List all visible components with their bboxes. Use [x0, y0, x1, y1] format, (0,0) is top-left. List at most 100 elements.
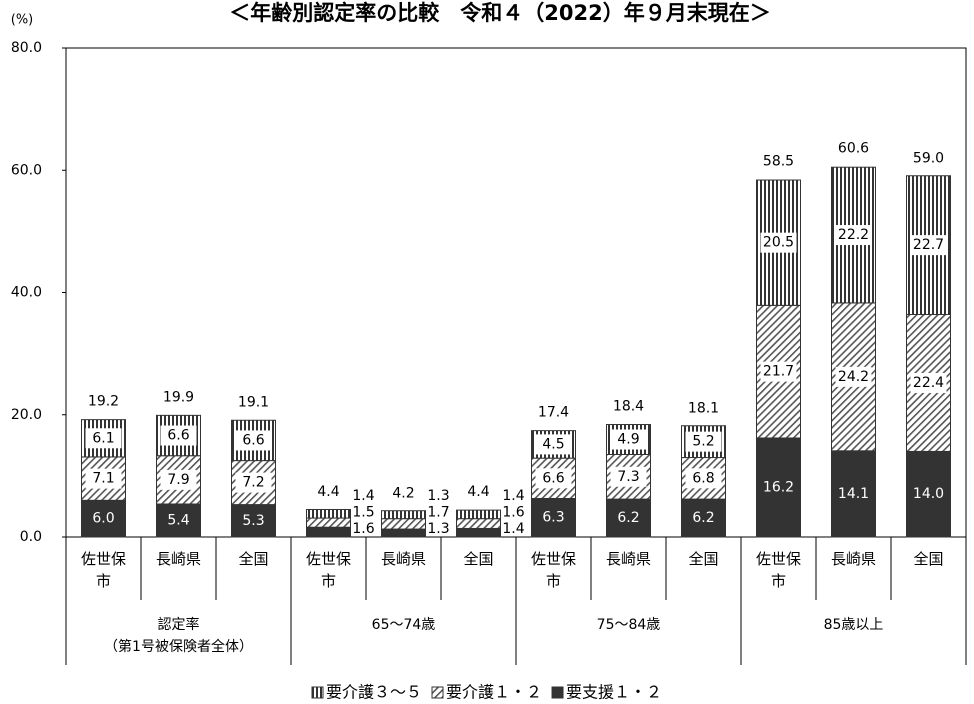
bar-segment: [456, 527, 501, 538]
bar-segment: [456, 518, 501, 529]
bar-segment: [156, 503, 201, 538]
legend-label: 要支援１・２: [566, 683, 662, 702]
value-label-box: [685, 468, 722, 489]
value-label-box: [835, 366, 872, 387]
total-label: 58.5: [763, 153, 794, 169]
value-label: 21.7: [763, 364, 794, 380]
x-tick-label: 全国: [913, 550, 944, 568]
value-label-box: [535, 468, 572, 489]
value-label: 7.9: [167, 472, 189, 488]
value-label: 1.3: [427, 488, 449, 504]
value-label: 7.3: [617, 469, 639, 485]
value-label: 6.2: [617, 510, 639, 526]
value-label-box: [685, 431, 722, 452]
legend-swatch: [311, 686, 324, 699]
y-tick-label: 40.0: [11, 285, 42, 301]
bar-segment: [831, 450, 876, 538]
chart-title: ＜年齢別認定率の比較 令和４（2022）年９月末現在＞: [229, 1, 770, 25]
total-label: 4.4: [467, 484, 489, 500]
value-label: 1.4: [502, 488, 524, 504]
value-label: 1.4: [352, 488, 374, 504]
value-label: 16.2: [763, 479, 794, 495]
x-tick-label: 長崎県: [380, 550, 426, 568]
value-label: 6.6: [167, 428, 189, 444]
total-label: 4.4: [317, 484, 339, 500]
total-label: 18.1: [688, 400, 719, 416]
legend-label: 要介護１・２: [446, 683, 542, 702]
value-label-box: [610, 429, 647, 450]
y-unit: (%): [11, 13, 34, 28]
value-label: 1.4: [502, 521, 524, 537]
value-label: 5.4: [167, 512, 189, 528]
bar-segment: [306, 508, 351, 519]
value-label-box: [910, 235, 947, 256]
value-label: 6.3: [542, 510, 564, 526]
value-label: 22.2: [838, 227, 869, 243]
x-tick-label: 長崎県: [830, 550, 876, 568]
value-label-box: [760, 361, 797, 382]
value-label-box: [235, 430, 272, 451]
bar-segment: [306, 517, 351, 528]
value-label-box: [235, 472, 272, 493]
value-label: 1.5: [352, 505, 374, 521]
total-label: 17.4: [538, 405, 569, 421]
value-label: 24.2: [838, 369, 869, 385]
group-label: 85歳以上: [823, 617, 884, 633]
value-label: 1.6: [352, 521, 374, 537]
x-tick-label: 佐世保市: [755, 550, 801, 590]
total-label: 59.0: [913, 150, 944, 166]
value-label-box: [160, 425, 197, 446]
value-label: 1.7: [427, 505, 449, 521]
value-label: 6.8: [692, 470, 714, 486]
bar-segment: [381, 518, 426, 530]
value-label: 22.7: [913, 237, 944, 253]
bar-segment: [756, 437, 801, 538]
bar-segment: [306, 526, 351, 538]
group-label: 認定率 （第1号被保険者全体）: [104, 617, 253, 655]
value-label: 4.5: [542, 436, 564, 452]
bar-segment: [606, 498, 651, 538]
group-label: 75〜84歳: [596, 617, 661, 633]
x-tick-label: 長崎県: [605, 550, 651, 568]
x-tick-label: 佐世保市: [530, 550, 576, 590]
value-label-box: [610, 466, 647, 487]
bar-segment: [381, 510, 426, 520]
value-label: 1.3: [427, 521, 449, 537]
value-label: 20.5: [763, 235, 794, 251]
bar-segment: [456, 509, 501, 520]
legend-swatch: [431, 686, 444, 699]
value-label-box: [85, 468, 122, 489]
legend-label: 要介護３〜５: [326, 683, 422, 702]
value-label: 6.1: [92, 430, 114, 446]
value-label-box: [910, 372, 947, 393]
value-label: 6.0: [92, 511, 114, 527]
value-label: 6.6: [242, 432, 264, 448]
value-label-box: [85, 428, 122, 449]
y-tick-label: 0.0: [20, 529, 42, 545]
value-label: 6.6: [542, 470, 564, 486]
value-label: 5.2: [692, 434, 714, 450]
value-label-box: [835, 225, 872, 246]
value-label: 14.0: [913, 486, 944, 502]
legend-swatch: [551, 686, 564, 699]
value-label: 22.4: [913, 375, 944, 391]
value-label-box: [535, 434, 572, 455]
x-tick-label: 佐世保市: [80, 550, 126, 590]
x-tick-label: 全国: [238, 550, 269, 568]
value-label: 4.9: [617, 432, 639, 448]
y-tick-label: 80.0: [11, 40, 42, 56]
y-tick-label: 60.0: [11, 162, 42, 178]
y-tick-label: 20.0: [11, 407, 42, 423]
x-tick-label: 全国: [688, 550, 719, 568]
group-label: 65〜74歳: [371, 617, 436, 633]
bar-segment: [531, 497, 576, 538]
value-label-box: [760, 232, 797, 253]
value-label: 1.6: [502, 505, 524, 521]
total-label: 4.2: [392, 485, 414, 501]
value-label: 7.1: [92, 471, 114, 487]
value-label: 14.1: [838, 486, 869, 502]
x-tick-label: 長崎県: [155, 550, 201, 568]
value-label: 6.2: [692, 510, 714, 526]
value-label-box: [160, 469, 197, 490]
